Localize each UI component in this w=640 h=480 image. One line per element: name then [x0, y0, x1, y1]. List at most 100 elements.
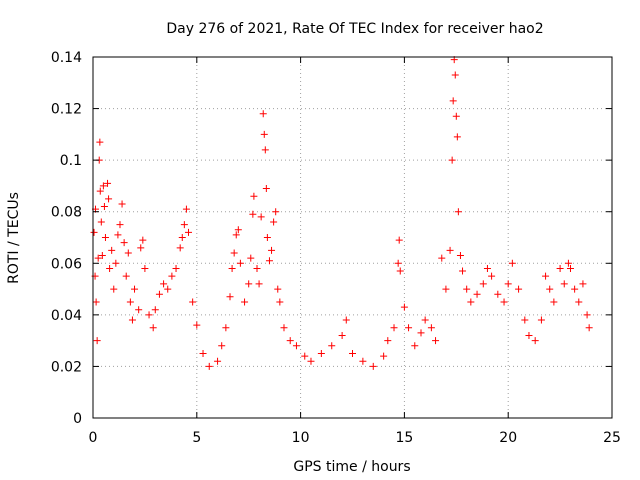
- data-point: [263, 234, 271, 241]
- data-point: [116, 221, 124, 229]
- data-point: [473, 290, 481, 298]
- data-point: [234, 226, 242, 234]
- data-point: [236, 259, 244, 267]
- data-point: [448, 156, 456, 164]
- data-point: [328, 342, 336, 350]
- data-point: [100, 203, 108, 211]
- x-tick-label: 15: [395, 430, 413, 446]
- data-point: [556, 264, 564, 272]
- data-point: [93, 337, 101, 345]
- plot-frame: [92, 56, 613, 419]
- data-point: [286, 337, 294, 345]
- data-point: [550, 298, 558, 306]
- data-point: [214, 357, 222, 365]
- data-point: [164, 285, 172, 293]
- data-point: [537, 316, 545, 324]
- data-point: [446, 246, 454, 254]
- data-point: [390, 324, 398, 332]
- data-point: [145, 311, 153, 319]
- data-point: [118, 200, 126, 208]
- x-tick-labels: 0 5 10 15 20 25: [89, 430, 621, 446]
- data-point: [452, 112, 460, 120]
- data-point: [531, 337, 539, 345]
- data-point: [369, 362, 377, 370]
- data-point: [90, 228, 98, 236]
- data-point: [405, 324, 413, 332]
- data-point: [218, 342, 226, 350]
- data-point: [301, 352, 309, 360]
- data-point: [135, 306, 143, 314]
- data-point: [500, 298, 508, 306]
- data-point: [359, 357, 367, 365]
- data-point: [249, 210, 257, 218]
- data-point: [120, 239, 128, 247]
- x-tick-label: 5: [192, 430, 201, 446]
- data-point: [260, 130, 268, 138]
- y-axis-title: ROTI / TECUs: [6, 192, 22, 284]
- data-points: [90, 56, 593, 370]
- data-point: [274, 285, 282, 293]
- y-tick-label: 0.06: [51, 256, 82, 272]
- data-point: [250, 192, 258, 200]
- x-tick-label: 10: [292, 430, 310, 446]
- data-point: [542, 272, 550, 280]
- data-point: [307, 357, 315, 365]
- data-point: [245, 280, 253, 288]
- data-point: [459, 267, 467, 275]
- data-point: [205, 362, 213, 370]
- data-point: [438, 254, 446, 262]
- data-point: [126, 298, 134, 306]
- data-point: [566, 264, 574, 272]
- data-point: [101, 234, 109, 241]
- data-point: [168, 272, 176, 280]
- data-point: [176, 244, 184, 252]
- data-point: [546, 285, 554, 293]
- data-point: [583, 311, 591, 319]
- data-point: [228, 264, 236, 272]
- data-point: [92, 298, 100, 306]
- data-point: [199, 350, 207, 358]
- data-point: [280, 324, 288, 332]
- data-point: [261, 146, 269, 154]
- data-point: [427, 324, 435, 332]
- data-point: [575, 298, 583, 306]
- data-point: [400, 303, 408, 311]
- data-point: [124, 249, 132, 257]
- data-point: [193, 321, 201, 329]
- data-point: [560, 280, 568, 288]
- data-point: [106, 264, 114, 272]
- data-point: [122, 272, 130, 280]
- data-point: [338, 331, 346, 339]
- data-point: [108, 246, 116, 254]
- x-axis-title: GPS time / hours: [293, 459, 410, 475]
- y-tick-label: 0.08: [51, 205, 82, 221]
- data-point: [525, 331, 533, 339]
- data-point: [270, 218, 278, 226]
- data-point: [189, 298, 197, 306]
- data-point: [114, 231, 122, 239]
- data-point: [268, 246, 276, 254]
- data-point: [494, 290, 502, 298]
- data-point: [131, 285, 139, 293]
- data-point: [463, 285, 471, 293]
- data-point: [421, 316, 429, 324]
- data-point: [155, 290, 163, 298]
- data-point: [160, 280, 168, 288]
- data-point: [442, 285, 450, 293]
- grid-lines: [93, 57, 612, 418]
- data-point: [232, 231, 240, 239]
- data-point: [262, 185, 270, 193]
- data-point: [182, 205, 190, 213]
- data-point: [579, 280, 587, 288]
- data-point: [451, 71, 459, 79]
- data-point: [222, 324, 230, 332]
- data-point: [396, 267, 404, 275]
- data-point: [137, 244, 145, 252]
- data-point: [585, 324, 593, 332]
- y-tick-label: 0.02: [51, 359, 82, 375]
- data-point: [241, 298, 249, 306]
- data-point: [184, 228, 192, 236]
- data-point: [380, 352, 388, 360]
- data-point: [411, 342, 419, 350]
- data-point: [141, 264, 149, 272]
